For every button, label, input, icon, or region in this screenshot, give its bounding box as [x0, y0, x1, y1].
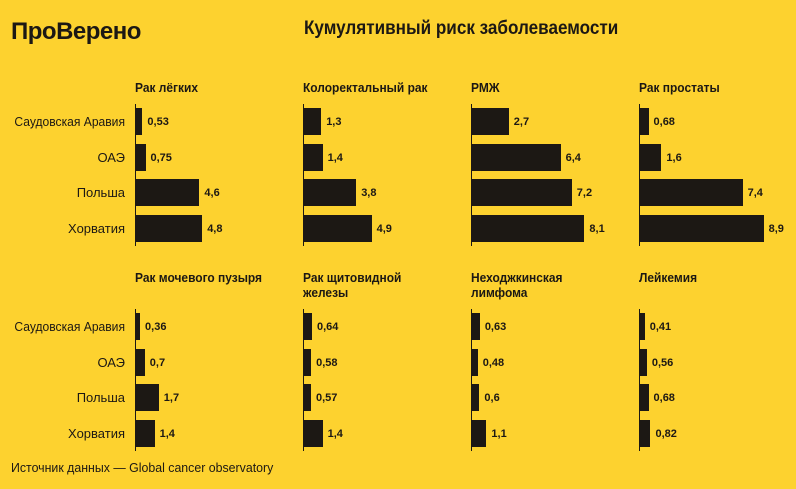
country-label: ОАЭ [97, 149, 125, 165]
data-label: 3,8 [361, 187, 377, 199]
data-label: 4,9 [376, 222, 392, 235]
bar [471, 348, 478, 376]
bar [135, 419, 155, 447]
axis-line [303, 104, 304, 246]
panel-title: РМЖ [471, 80, 500, 95]
bar [471, 214, 585, 242]
panel-title: Лейкемия [639, 270, 698, 285]
panel-title: Рак мочевого пузыря [135, 270, 263, 285]
bar [135, 348, 145, 376]
bar [135, 214, 203, 242]
data-label: 0,68 [653, 392, 675, 404]
bar [303, 384, 311, 411]
axis-line [639, 309, 640, 451]
data-label: 4,6 [204, 187, 220, 199]
country-label: Польша [76, 390, 125, 405]
bar [471, 313, 480, 340]
axis-line [639, 104, 640, 246]
bar [471, 143, 561, 171]
axis-line [471, 104, 472, 246]
data-label: 0,36 [145, 321, 167, 333]
data-label: 0,82 [655, 427, 677, 440]
bar [303, 179, 357, 206]
axis-line [135, 104, 136, 246]
panel-title: Рак щитовидной железы [303, 270, 402, 300]
data-label: 6,4 [565, 151, 581, 164]
data-label: 8,1 [589, 222, 605, 235]
bar [639, 143, 662, 171]
data-label: 0,56 [651, 356, 674, 369]
bar [303, 313, 312, 340]
data-label: 0,64 [316, 321, 339, 333]
bar [303, 108, 322, 135]
bar [471, 384, 480, 411]
data-label: 0,6 [484, 392, 500, 404]
bar [639, 419, 651, 447]
data-label: 0,7 [149, 356, 166, 369]
bar [639, 179, 743, 206]
data-label: 1,3 [326, 116, 342, 128]
data-label: 1,4 [327, 151, 343, 164]
panel-title: Неходжкинская лимфома [471, 270, 563, 300]
data-label: 1,7 [163, 392, 180, 404]
panel-title: Колоректальный рак [303, 80, 428, 95]
country-label: Хорватия [68, 425, 125, 441]
bar [135, 313, 141, 340]
chart-title: Кумулятивный риск заболеваемости [304, 18, 619, 39]
data-label: 2,7 [513, 116, 530, 128]
bar [135, 179, 200, 206]
bar [135, 143, 146, 171]
bar [639, 348, 647, 376]
bar [639, 108, 649, 135]
data-label: 7,2 [576, 187, 593, 199]
source-note: Источник данных — Global cancer observat… [11, 460, 274, 475]
data-label: 0,41 [649, 321, 672, 333]
data-label: 1,6 [666, 151, 682, 164]
data-label: 0,63 [484, 321, 507, 333]
bar [135, 384, 159, 411]
country-label: Саудовская Аравия [14, 114, 125, 129]
data-label: 4,8 [207, 222, 223, 235]
bar [471, 179, 572, 206]
axis-line [303, 309, 304, 451]
data-label: 0,53 [147, 116, 169, 128]
data-label: 0,57 [315, 392, 338, 404]
panel-title: Рак простаты [639, 80, 720, 95]
data-label: 0,48 [482, 356, 505, 369]
data-label: 8,9 [768, 222, 784, 235]
data-label: 7,4 [747, 187, 763, 199]
bar [303, 214, 372, 242]
data-label: 1,4 [327, 427, 343, 440]
bar [303, 143, 323, 171]
axis-line [135, 309, 136, 451]
bar [303, 348, 312, 376]
country-label: ОАЭ [97, 354, 125, 370]
logo: ПроВерено [11, 18, 141, 45]
bar [639, 384, 649, 411]
bar [471, 108, 509, 135]
bar [303, 419, 323, 447]
bar [639, 214, 764, 242]
bar [135, 108, 143, 135]
bar [639, 313, 645, 340]
data-label: 0,58 [316, 356, 338, 369]
axis-line [471, 309, 472, 451]
bar [471, 419, 487, 447]
data-label: 0,75 [150, 151, 172, 164]
country-label: Польша [76, 185, 125, 200]
country-label: Саудовская Аравия [14, 319, 125, 334]
data-label: 1,4 [159, 427, 175, 440]
data-label: 1,1 [491, 427, 507, 440]
country-label: Хорватия [68, 220, 125, 236]
panel-title: Рак лёгких [135, 80, 199, 95]
data-label: 0,68 [653, 116, 675, 128]
